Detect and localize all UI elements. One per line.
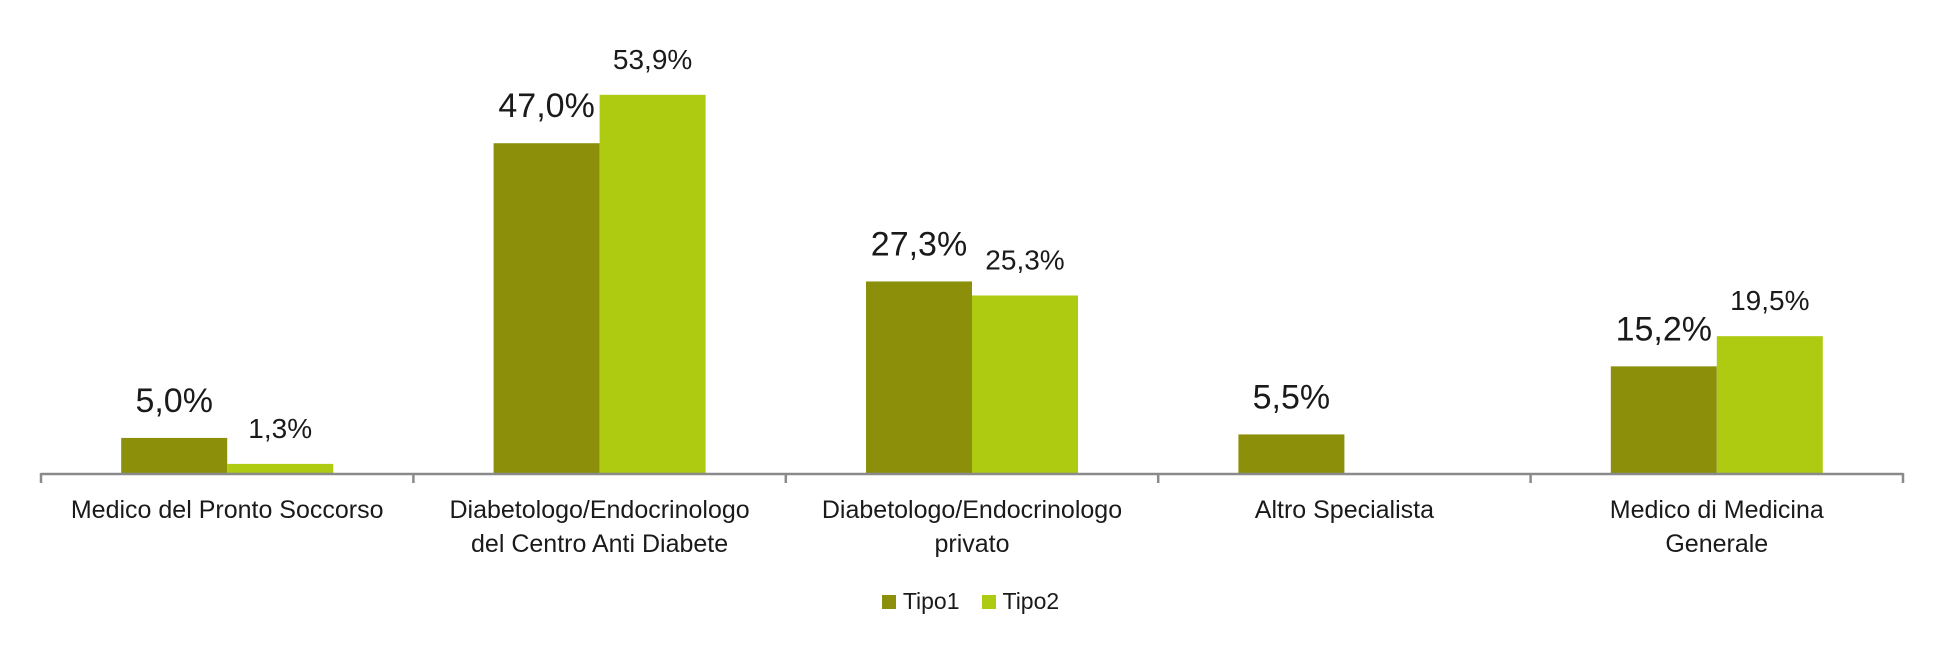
bar-tipo1-1 xyxy=(493,143,600,473)
bar-tipo1-2 xyxy=(866,281,972,473)
bar-tipo2-0 xyxy=(227,463,334,473)
bar-tipo1-3 xyxy=(1238,434,1345,473)
category-label-0: Medico del Pronto Soccorso xyxy=(70,496,384,524)
bar-tipo2-4 xyxy=(1716,336,1823,473)
x-axis xyxy=(39,472,1905,483)
bar-tipo2-1 xyxy=(599,94,706,473)
data-label-tipo2-4: 19,5% xyxy=(1730,285,1809,316)
bar-tipo2-2 xyxy=(972,295,1078,473)
legend-label-tipo1: Tipo1 xyxy=(902,588,960,614)
data-label-tipo2-1: 53,9% xyxy=(613,44,692,75)
data-label-tipo1-0: 5,0% xyxy=(135,382,213,420)
data-label-tipo1-3: 5,5% xyxy=(1253,378,1331,416)
data-label-tipo1-4: 15,2% xyxy=(1616,310,1712,348)
data-label-tipo2-0: 1,3% xyxy=(248,413,312,444)
legend-swatch-tipo2 xyxy=(981,594,996,609)
legend-swatch-tipo1 xyxy=(881,594,896,609)
category-label-3: Altro Specialista xyxy=(1254,496,1435,524)
bar-tipo1-4 xyxy=(1610,366,1717,473)
category-label-4: Medico di Medicina Generale xyxy=(1609,496,1824,558)
bars-layer xyxy=(121,94,1823,473)
data-label-tipo1-2: 27,3% xyxy=(871,225,967,263)
legend-label-tipo2: Tipo2 xyxy=(1002,588,1060,614)
category-label-1: Diabetologo/Endocrinologo del Centro Ant… xyxy=(449,496,750,558)
legend: Tipo1 Tipo2 xyxy=(0,588,1941,615)
data-labels-layer: 5,0% 1,3% 47,0% 53,9% 27,3% 25,3% 5,5% 15,2% 19,… xyxy=(135,44,1809,444)
data-label-tipo1-1: 47,0% xyxy=(498,87,594,125)
data-label-tipo2-2: 25,3% xyxy=(985,244,1064,275)
legend-item-tipo2: Tipo2 xyxy=(981,588,1060,615)
category-label-2: Diabetologo/Endocrinologo privato xyxy=(821,496,1123,558)
bar-tipo1-0 xyxy=(121,437,228,473)
legend-item-tipo1: Tipo1 xyxy=(881,588,960,615)
